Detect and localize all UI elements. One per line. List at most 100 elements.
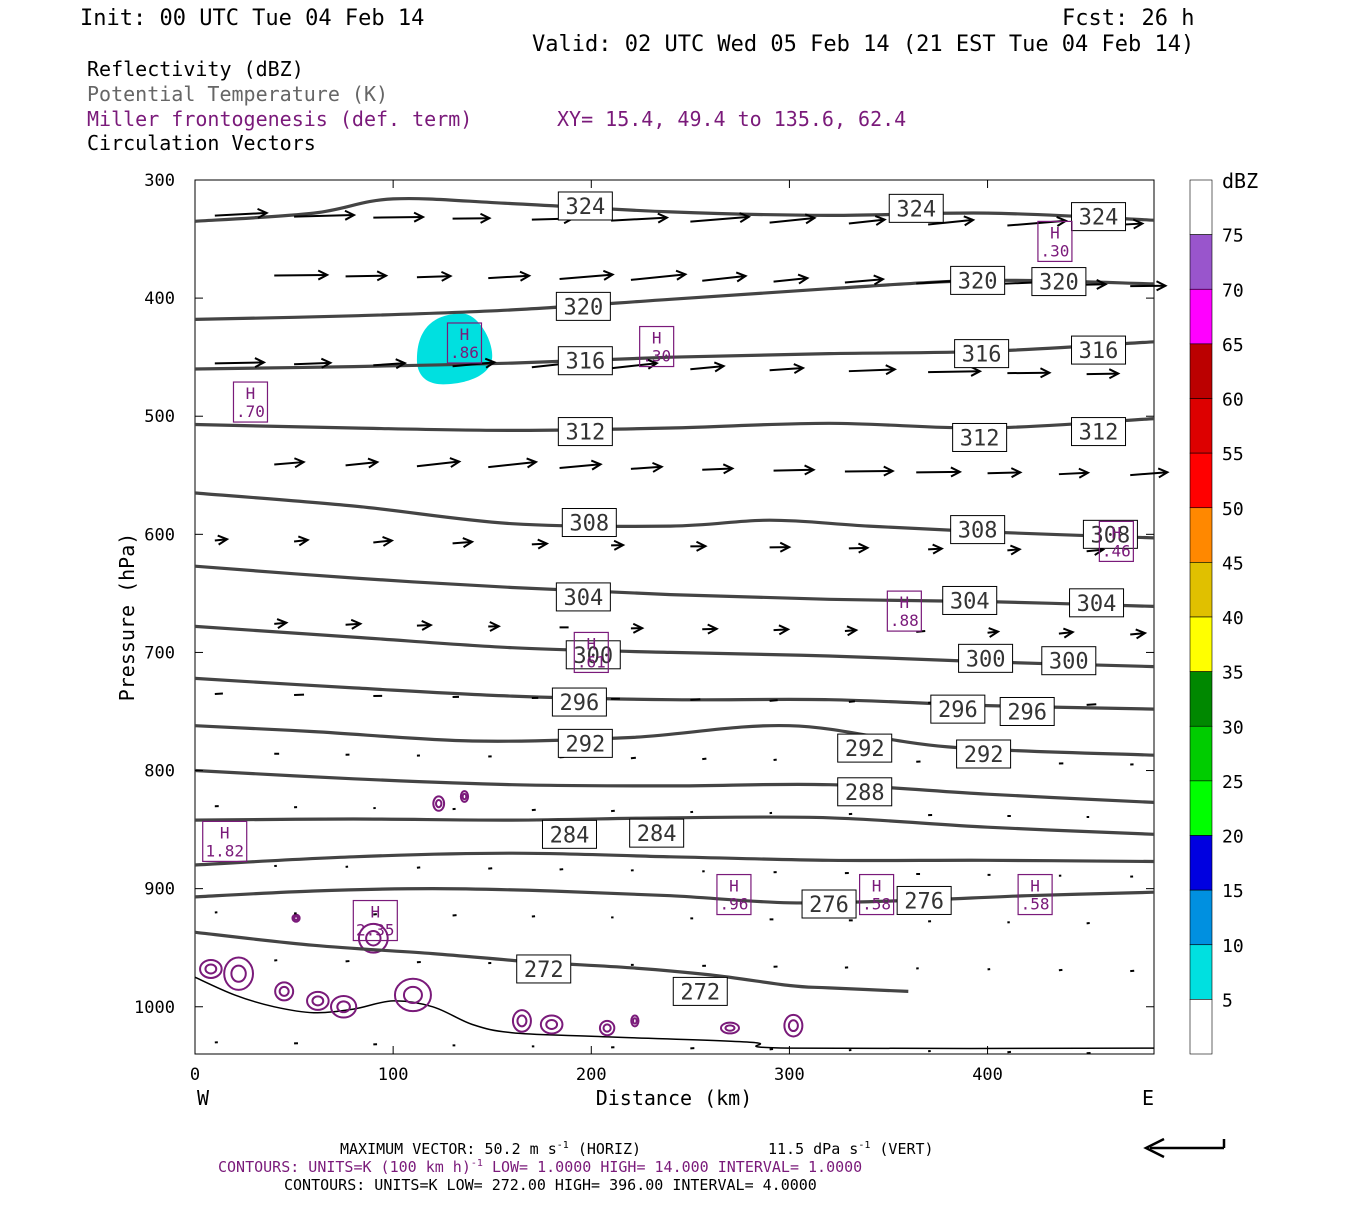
y-tick-label: 500	[144, 407, 175, 427]
theta-label-text: 284	[550, 823, 590, 848]
theta-label: 276	[897, 886, 951, 914]
colorbar-swatch	[1190, 781, 1212, 836]
colorbar-label: 10	[1222, 936, 1244, 957]
y-tick-label: 700	[144, 643, 175, 663]
vector-arrow	[770, 700, 778, 701]
y-tick-label: 900	[144, 880, 175, 900]
vector-arrow	[215, 693, 223, 694]
fronto-max-value: .58	[1021, 895, 1050, 914]
fronto-max-value: 2.35	[356, 921, 395, 940]
fronto-max-value: .58	[862, 895, 891, 914]
colorbar-swatch	[1190, 399, 1212, 454]
theta-label-text: 324	[1079, 206, 1119, 231]
colorbar-label: 15	[1222, 881, 1244, 902]
x-axis-title: Distance (km)	[596, 1086, 753, 1110]
theta-label-text: 284	[637, 822, 677, 847]
colorbar-swatch	[1190, 999, 1212, 1054]
max-vector-value: MAXIMUM VECTOR: 50.2 m s	[340, 1140, 557, 1158]
colorbar-label: 65	[1222, 335, 1244, 356]
theta-label-text: 320	[1039, 271, 1079, 296]
max-vector-sup: -1	[557, 1140, 569, 1151]
field-reflectivity: Reflectivity (dBZ)	[87, 57, 304, 81]
theta-label: 324	[889, 194, 943, 222]
theta-label-text: 304	[1077, 592, 1117, 617]
field-theta: Potential Temperature (K)	[87, 82, 388, 106]
max-vector-vert-sup: -1	[858, 1140, 870, 1151]
vector-shaft	[770, 700, 778, 701]
theta-label-text: 308	[958, 519, 998, 544]
vector-shaft	[849, 701, 855, 702]
fronto-max-label: H	[246, 384, 256, 403]
theta-label-text: 292	[964, 743, 1004, 768]
y-axis-title: Pressure (hPa)	[115, 533, 139, 702]
vector-shaft	[690, 699, 700, 700]
fronto-max-label: H	[1050, 223, 1060, 242]
theta-label-text: 316	[962, 343, 1002, 368]
theta-label-text: 296	[560, 691, 600, 716]
theta-label: 288	[838, 778, 892, 806]
field-vectors: Circulation Vectors	[87, 131, 316, 155]
fronto-max-value: .86	[450, 343, 479, 362]
init-time: Init: 00 UTC Tue 04 Feb 14	[80, 6, 424, 31]
theta-label-text: 324	[565, 195, 605, 220]
vector-shaft	[215, 693, 223, 694]
max-vector-vert-value: 11.5 dPa s	[768, 1140, 858, 1158]
theta-label-text: 272	[680, 980, 720, 1005]
fronto-max-value: .61	[577, 652, 606, 671]
vector-shaft	[346, 276, 387, 277]
y-tick-label: 800	[144, 762, 175, 782]
forecast-hour: Fcst: 26 h	[1062, 6, 1194, 31]
colorbar-swatch	[1190, 508, 1212, 563]
theta-label: 304	[556, 583, 610, 611]
theta-label: 272	[673, 977, 727, 1005]
colorbar-swatch	[1190, 344, 1212, 399]
fronto-max-value: .30	[642, 347, 671, 366]
colorbar-swatch	[1190, 726, 1212, 781]
colorbar-swatch	[1190, 235, 1212, 290]
theta-label-text: 316	[1079, 339, 1119, 364]
theta-label-text: 312	[960, 426, 1000, 451]
fronto-max-label: H	[370, 903, 380, 922]
colorbar-label: 55	[1222, 444, 1244, 465]
theta-label: 316	[558, 347, 612, 375]
vector-shaft	[702, 469, 732, 470]
theta-label: 304	[943, 586, 997, 614]
colorbar-label: 30	[1222, 717, 1244, 738]
y-tick-label: 400	[144, 289, 175, 309]
theta-label: 320	[951, 266, 1005, 294]
theta-label: 296	[1000, 697, 1054, 725]
colorbar-swatch	[1190, 945, 1212, 1000]
theta-label-text: 276	[904, 889, 944, 914]
colorbar-title: dBZ	[1222, 169, 1258, 193]
x-tick-label: 100	[378, 1065, 409, 1085]
theta-label: 308	[562, 509, 616, 537]
vector-arrow	[849, 701, 855, 702]
colorbar-label: 35	[1222, 663, 1244, 684]
theta-label-text: 300	[1049, 650, 1089, 675]
theta-label-text: 312	[565, 421, 605, 446]
fronto-max-label: H	[900, 593, 910, 612]
fronto-max-value: .96	[719, 895, 748, 914]
theta-label: 316	[1072, 336, 1126, 364]
colorbar-label: 70	[1222, 280, 1244, 301]
fronto-max-label: H	[652, 329, 662, 348]
fronto-max-value: .30	[1040, 241, 1069, 260]
vector-shaft	[774, 470, 814, 471]
fronto-max-label: H	[220, 823, 230, 842]
fronto-contour-sup: -1	[471, 1158, 483, 1169]
colorbar-label: 40	[1222, 608, 1244, 629]
fronto-max-label: H	[586, 634, 596, 653]
valid-time: Valid: 02 UTC Wed 05 Feb 14 (21 EST Tue …	[532, 32, 1194, 57]
theta-label-text: 292	[845, 737, 885, 762]
theta-label-text: 320	[958, 269, 998, 294]
theta-label: 312	[558, 418, 612, 446]
colorbar-swatch	[1190, 617, 1212, 672]
colorbar-label: 20	[1222, 827, 1244, 848]
colorbar-swatch	[1190, 562, 1212, 617]
max-vector-text: MAXIMUM VECTOR: 50.2 m s-1 (HORIZ)	[340, 1140, 641, 1158]
theta-label: 312	[953, 423, 1007, 451]
theta-label: 324	[558, 192, 612, 220]
colorbar-label: 5	[1222, 990, 1233, 1011]
theta-label: 296	[552, 688, 606, 716]
